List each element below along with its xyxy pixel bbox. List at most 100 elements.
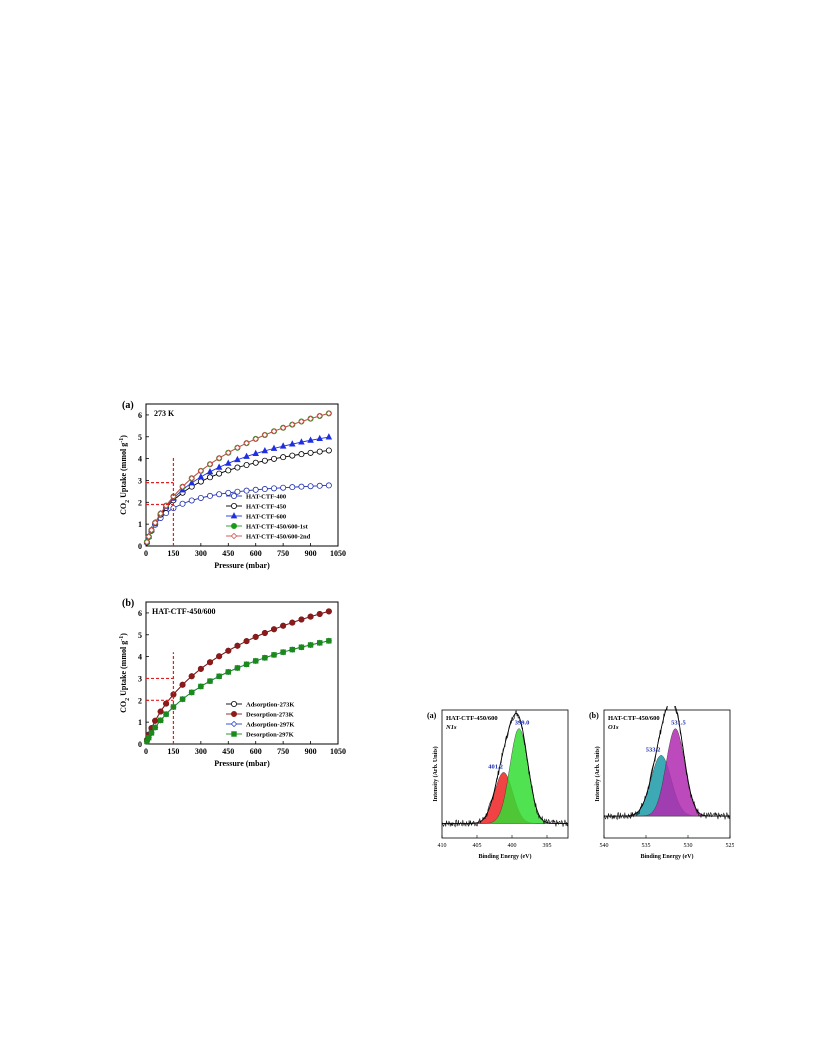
data-point: [279, 442, 287, 449]
data-point: [234, 665, 241, 671]
data-point: [298, 483, 305, 490]
data-point: [307, 436, 314, 443]
legend-entry: Adsorption-273K: [246, 702, 294, 709]
sample-annotation: HAT-CTF-450/600: [608, 715, 660, 722]
data-point: [197, 467, 205, 475]
data-point: [289, 646, 295, 653]
data-point: [271, 652, 277, 658]
data-point: [243, 661, 250, 668]
legend-marker: [230, 720, 238, 728]
plot-frame: [603, 709, 731, 839]
data-point: [298, 451, 305, 458]
legend-marker: [231, 503, 238, 510]
data-point: [225, 449, 232, 456]
data-point: [325, 410, 333, 417]
data-point: [270, 455, 277, 462]
x-tick-label: 540: [600, 843, 609, 849]
y-tick-label: 2: [138, 696, 142, 705]
legend-entry: HAT-CTF-400: [246, 494, 286, 501]
x-tick-label: 1050: [330, 549, 346, 558]
data-point: [243, 638, 250, 645]
data-point: [225, 459, 232, 466]
y-tick-label: 1: [138, 718, 142, 727]
data-point: [307, 613, 314, 620]
data-point: [189, 689, 195, 696]
data-point: [188, 479, 195, 486]
data-point: [307, 449, 314, 456]
x-axis-label: Pressure (mbar): [214, 759, 270, 768]
data-point: [289, 619, 296, 626]
xps-peak-fit: [603, 728, 731, 817]
data-point: [206, 461, 214, 468]
plot-frame: [441, 709, 569, 839]
y-tick-label: 4: [138, 455, 142, 464]
data-point: [215, 463, 223, 470]
data-point: [270, 485, 277, 492]
series-line: [146, 640, 330, 742]
legend-marker: [231, 522, 238, 529]
data-point: [316, 434, 323, 442]
x-tick-label: 450: [222, 747, 234, 756]
data-point: [307, 483, 314, 490]
data-point: [197, 473, 205, 480]
y-axis-label: Intensity (Arb. Units): [432, 746, 439, 801]
x-tick-label: 600: [250, 747, 262, 756]
data-point: [252, 435, 259, 443]
legend-marker: [230, 512, 238, 519]
data-point: [163, 711, 169, 717]
region-annotation: O1s: [608, 724, 619, 731]
data-point: [252, 449, 259, 456]
data-point: [280, 454, 287, 461]
x-axis-label: Binding Energy (eV): [640, 853, 693, 860]
x-tick-label: 395: [543, 843, 552, 849]
data-point: [179, 696, 186, 702]
legend-entry: HAT-CTF-450/600-2nd: [246, 534, 311, 541]
data-point: [234, 455, 241, 463]
data-point: [298, 418, 305, 425]
data-point: [325, 447, 332, 454]
y-axis-label: Intensity (Arb. Units): [594, 746, 601, 801]
data-point: [317, 640, 323, 646]
data-point: [270, 428, 278, 435]
y-tick-label: 0: [138, 740, 142, 749]
legend-marker: [231, 731, 237, 737]
data-point: [188, 475, 195, 482]
series-line: [146, 610, 330, 741]
panel-annotation: 273 K: [154, 409, 175, 418]
data-point: [279, 424, 287, 431]
data-point: [216, 470, 223, 477]
data-point: [207, 492, 214, 499]
data-point: [325, 433, 333, 440]
isotherm-chart-a: 0 150 300 450 600 750 900 1050 0 1 2 3 4 5 6 Pressure (…: [119, 400, 346, 570]
xps-chart-n1s: 410 405 400 395 Binding Energy (eV) Intensity…: [427, 709, 569, 860]
data-point: [152, 717, 159, 724]
data-point: [198, 683, 204, 690]
data-point: [325, 608, 332, 615]
data-point: [243, 487, 250, 494]
data-point: [253, 658, 259, 664]
y-axis-label: CO2 Uptake (mmol g-1): [119, 633, 131, 713]
y-tick-label: 3: [138, 476, 142, 485]
data-point: [225, 489, 232, 496]
legend-marker: [231, 711, 238, 718]
data-point: [289, 440, 296, 447]
x-tick-label: 400: [508, 843, 517, 849]
x-tick-label: 525: [726, 843, 735, 849]
data-point: [234, 488, 241, 495]
peak-label: 531.5: [671, 720, 686, 727]
data-point: [307, 642, 314, 648]
data-point: [289, 421, 296, 428]
y-axis-label: CO2 Uptake (mmol g-1): [119, 435, 131, 515]
data-point: [215, 455, 223, 462]
data-point: [143, 538, 151, 546]
isotherm-chart-b: 0 150 300 450 600 750 900 1050 0 1 2 3 4 5 6 Pressure (…: [119, 598, 346, 768]
data-point: [243, 439, 250, 447]
data-point: [145, 533, 152, 540]
data-point: [289, 484, 296, 491]
data-point: [146, 734, 152, 741]
data-point: [179, 681, 186, 688]
legend-marker: [231, 701, 238, 708]
data-point: [280, 649, 286, 655]
data-point: [316, 448, 323, 455]
x-tick-label: 900: [305, 549, 317, 558]
